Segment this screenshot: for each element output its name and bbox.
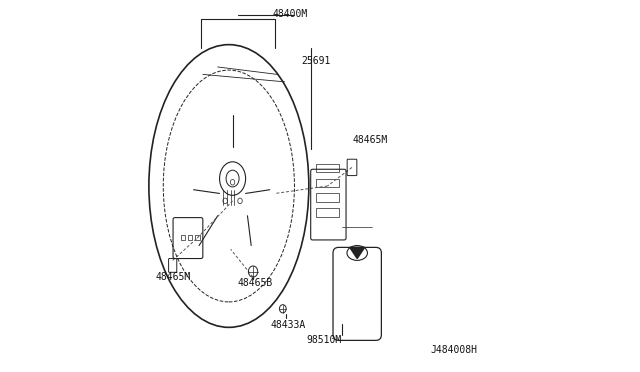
Text: J484008H: J484008H bbox=[431, 345, 477, 355]
Text: 98510M: 98510M bbox=[306, 336, 341, 345]
Text: 48400M: 48400M bbox=[273, 9, 308, 19]
Polygon shape bbox=[349, 247, 365, 259]
Bar bbox=[180, 235, 185, 240]
Bar bbox=[316, 164, 339, 172]
Bar bbox=[316, 193, 339, 202]
Bar bbox=[188, 235, 193, 240]
Bar bbox=[316, 208, 339, 217]
Text: 48433A: 48433A bbox=[271, 321, 306, 330]
Bar bbox=[195, 235, 200, 240]
Text: 25691: 25691 bbox=[301, 57, 331, 66]
Text: 48465M: 48465M bbox=[353, 135, 388, 144]
Text: 48465B: 48465B bbox=[237, 278, 273, 288]
Bar bbox=[316, 179, 339, 187]
Text: 48465M: 48465M bbox=[156, 272, 191, 282]
